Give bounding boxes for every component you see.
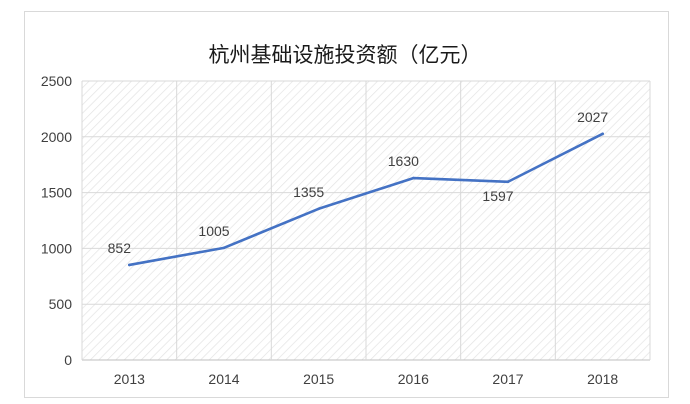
x-tick-label: 2015 [303,371,334,387]
y-tick-label: 0 [64,352,72,368]
x-tick-label: 2018 [587,371,618,387]
y-tick-label: 500 [49,296,73,312]
y-tick-label: 2500 [41,73,72,89]
x-tick-label: 2017 [492,371,523,387]
x-tick-label: 2013 [114,371,145,387]
series-line [128,132,604,267]
axes: 0 500 1000 1500 2000 2500 2013 2014 2015 2016 2017… [41,73,619,387]
data-point [506,180,510,184]
chart-title: 杭州基础设施投资额（亿元） [209,43,482,67]
y-tick-label: 1500 [41,185,72,201]
data-point [412,176,415,180]
data-point [128,263,131,267]
data-label: 2027 [577,109,608,125]
x-tick-label: 2014 [208,371,239,387]
data-point [601,132,604,136]
y-tick-label: 1000 [41,240,72,256]
data-labels: 852 1005 1355 1630 1597 2027 [108,109,609,256]
y-tick-label: 2000 [41,129,72,145]
data-label: 1630 [388,153,419,169]
data-point [317,207,320,211]
data-label: 1597 [482,188,513,204]
data-label: 1355 [293,184,324,200]
data-label: 1005 [198,223,229,239]
data-label: 852 [108,240,132,256]
x-tick-label: 2016 [398,371,429,387]
grid-lines [81,80,651,361]
data-point [222,246,226,250]
series-layer [128,132,604,267]
